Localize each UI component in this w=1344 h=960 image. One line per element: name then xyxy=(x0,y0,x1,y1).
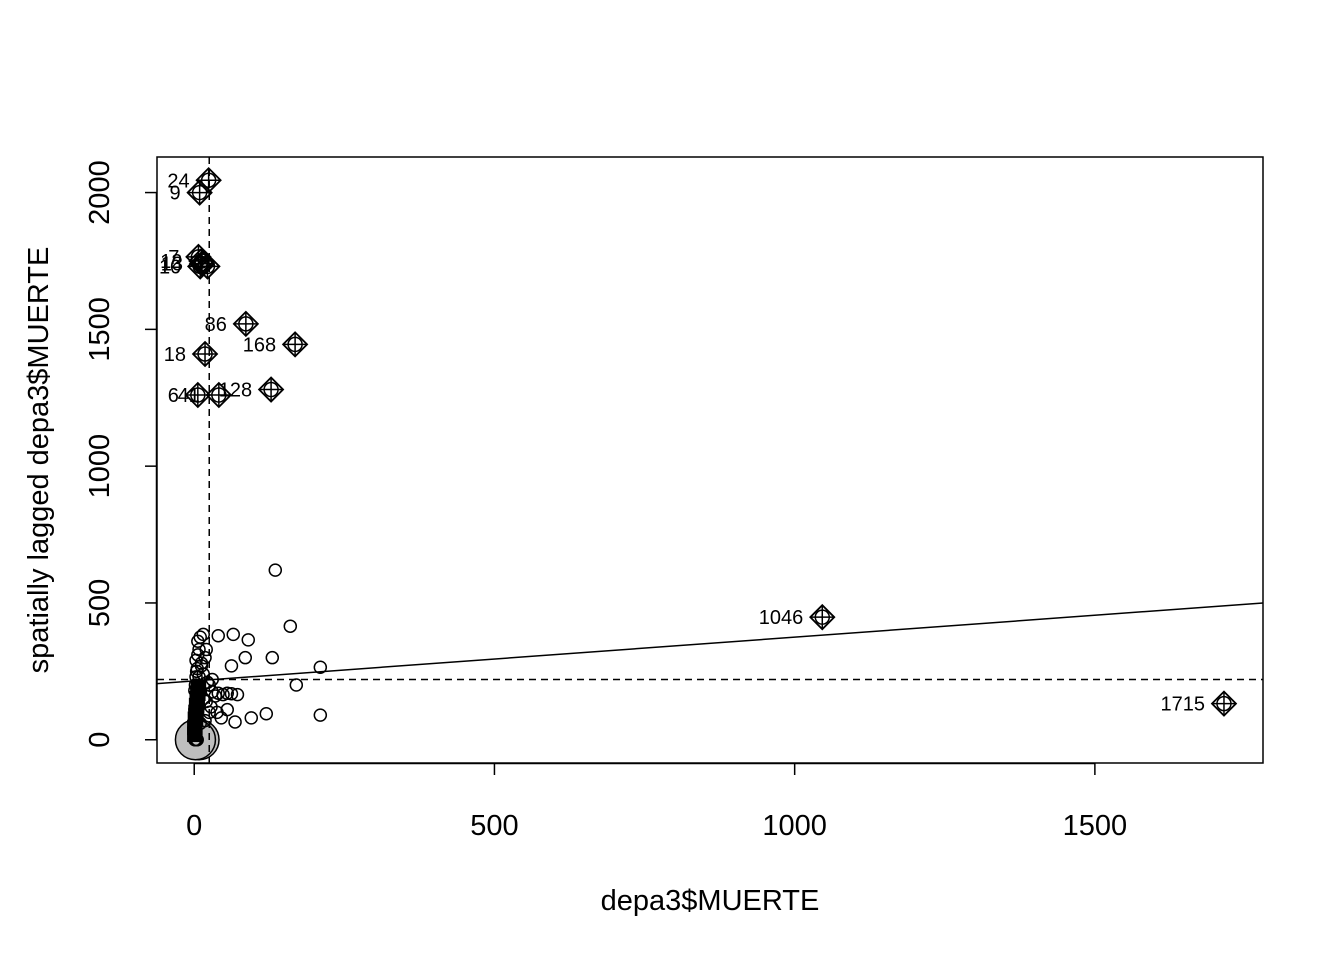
points-layer xyxy=(174,563,328,761)
data-point xyxy=(313,660,328,674)
data-point xyxy=(193,716,207,731)
influential-point: 128 xyxy=(219,376,285,403)
data-point xyxy=(189,694,203,709)
influential-point: 1046 xyxy=(759,603,836,631)
data-point xyxy=(313,708,328,722)
data-point xyxy=(192,670,206,684)
data-point xyxy=(194,656,209,670)
x-tick-label: 1500 xyxy=(1063,810,1128,842)
x-axis-title: depa3$MUERTE xyxy=(601,885,820,917)
data-point xyxy=(196,627,210,642)
y-axis-title: spatially lagged depa3$MUERTE xyxy=(23,247,55,674)
influential-point: 1715 xyxy=(1160,690,1238,717)
influential-label: 1715 xyxy=(1160,694,1205,716)
influential-point: 9 xyxy=(170,179,213,206)
data-point xyxy=(228,715,242,729)
data-point xyxy=(199,642,213,657)
data-point xyxy=(244,711,259,725)
influential-label: 24 xyxy=(167,170,189,192)
data-point xyxy=(202,705,216,720)
data-point xyxy=(224,687,239,701)
data-point xyxy=(226,627,241,642)
data-point xyxy=(211,629,225,643)
x-tick-label: 500 xyxy=(470,810,518,842)
data-point xyxy=(283,619,298,633)
data-point xyxy=(238,650,253,665)
influential-label: 6 xyxy=(168,385,179,407)
y-axis: 0 500 1000 1500 2000 xyxy=(84,160,158,748)
y-tick-label: 1500 xyxy=(84,297,116,362)
influential-label: 7 xyxy=(168,247,179,269)
influential-point: 18 xyxy=(164,340,219,368)
data-point xyxy=(268,563,283,577)
influential-label: 9 xyxy=(170,183,181,205)
influential-point: 41 xyxy=(178,381,233,409)
x-axis: 0 500 1000 1500 xyxy=(186,762,1128,842)
influential-diamond xyxy=(205,381,233,409)
influential-diamond xyxy=(257,376,285,403)
influential-label: 13 xyxy=(161,254,183,276)
influential-point: 86 xyxy=(205,310,260,338)
data-point xyxy=(188,702,202,717)
data-point xyxy=(259,707,274,721)
influential-label: 168 xyxy=(243,334,276,356)
data-point xyxy=(230,687,245,702)
influential-label: 18 xyxy=(164,344,186,366)
influential-diamond xyxy=(186,253,214,280)
data-point xyxy=(289,678,304,692)
data-point xyxy=(220,702,235,717)
influential-label: 41 xyxy=(178,385,200,407)
influential-label: 1046 xyxy=(759,607,804,629)
influential-label: 12 xyxy=(160,251,182,273)
y-tick-label: 2000 xyxy=(84,160,116,225)
data-point xyxy=(193,630,207,644)
x-tick-label: 1000 xyxy=(762,810,827,842)
influential-label: 86 xyxy=(205,314,227,336)
influential-diamond xyxy=(184,381,212,409)
influential-point xyxy=(194,253,221,280)
data-point xyxy=(241,633,256,647)
y-tick-label: 0 xyxy=(84,732,116,748)
y-tick-label: 1000 xyxy=(84,434,116,499)
y-tick-label: 500 xyxy=(84,579,116,627)
influential-diamond xyxy=(194,253,221,280)
influential-diamond xyxy=(281,331,309,358)
data-point xyxy=(265,650,280,665)
influential-label: 128 xyxy=(219,380,252,402)
regression-line xyxy=(156,602,1264,685)
data-point xyxy=(220,686,235,700)
influential-diamond xyxy=(186,179,213,206)
data-point xyxy=(188,683,202,698)
data-point xyxy=(224,659,239,673)
influential-point: 168 xyxy=(243,331,309,358)
x-tick-label: 0 xyxy=(186,810,202,842)
influential-label: 10 xyxy=(159,256,181,278)
